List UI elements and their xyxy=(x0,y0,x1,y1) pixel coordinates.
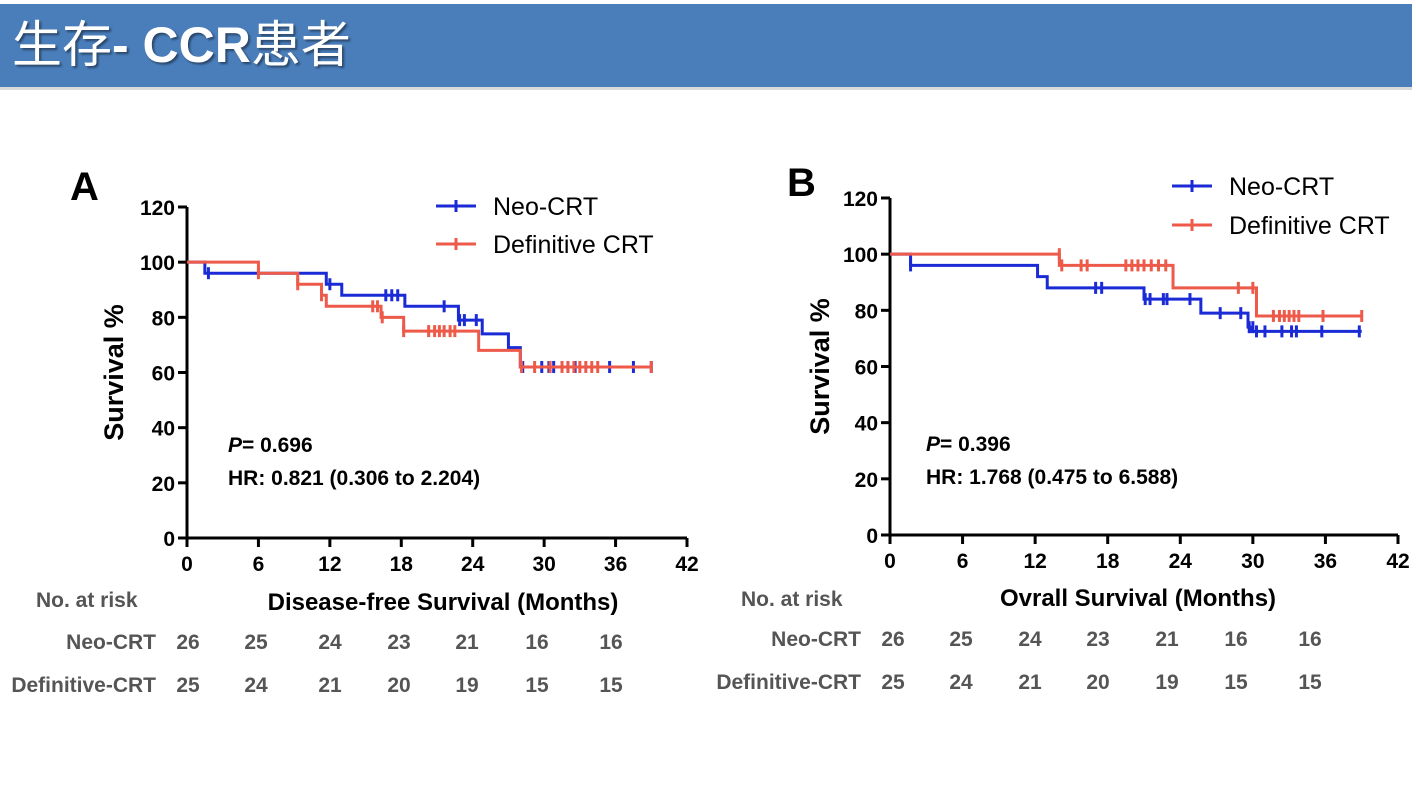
y-axis-label: Survival % xyxy=(805,298,835,435)
y-tick-label: 20 xyxy=(855,469,878,492)
slide-title-en: CCR xyxy=(142,17,251,73)
p-label: P xyxy=(926,433,941,456)
y-tick-label: 0 xyxy=(163,528,175,551)
km-chart-panel-a: A 0 20 40 60 80 100 120 0 6 12 18 24 30 36 42 Survival %… xyxy=(11,165,698,697)
y-tick-label: 60 xyxy=(855,357,878,380)
x-tick-label: 12 xyxy=(318,553,341,576)
x-axis-label: Ovrall Survival (Months) xyxy=(1000,585,1276,612)
series-0 xyxy=(187,260,653,373)
p-value: = 0.396 xyxy=(940,433,1011,456)
risk-cell: 21 xyxy=(455,631,479,654)
risk-cell: 23 xyxy=(1086,628,1109,651)
p-value-text: P= 0.696 xyxy=(228,434,313,457)
risk-cell: 19 xyxy=(1155,671,1178,694)
legend-label: Neo-CRT xyxy=(493,193,598,221)
series-0 xyxy=(890,252,1362,338)
x-tick-label: 0 xyxy=(884,550,896,573)
risk-cell: 15 xyxy=(1298,671,1322,694)
panel-label: B xyxy=(787,161,816,205)
x-tick-label: 6 xyxy=(957,550,969,573)
risk-cell: 16 xyxy=(1224,628,1247,651)
slide-title-bar: 生存- CCR患者 xyxy=(0,4,1412,90)
risk-cell: 21 xyxy=(1018,671,1042,694)
hazard-ratio-text: HR: 0.821 (0.306 to 2.204) xyxy=(228,467,480,490)
risk-cell: 21 xyxy=(1155,628,1179,651)
risk-cell: 15 xyxy=(525,674,549,697)
slide-title-cn-1: 生存 xyxy=(12,16,112,74)
risk-cell: 16 xyxy=(1298,628,1321,651)
risk-row-label: Neo-CRT xyxy=(771,628,861,651)
hazard-ratio-text: HR: 1.768 (0.475 to 6.588) xyxy=(926,466,1178,489)
survival-curve xyxy=(187,260,652,369)
series-1 xyxy=(187,260,653,373)
x-tick-label: 42 xyxy=(675,553,698,576)
risk-cell: 20 xyxy=(387,674,410,697)
risk-cell: 24 xyxy=(1018,628,1042,651)
y-tick-label: 80 xyxy=(855,300,878,323)
risk-table-title: No. at risk xyxy=(36,589,138,612)
risk-cell: 15 xyxy=(599,674,623,697)
x-tick-label: 30 xyxy=(1241,550,1264,573)
x-tick-label: 42 xyxy=(1386,550,1409,573)
risk-row-label: Neo-CRT xyxy=(66,631,156,654)
x-tick-label: 30 xyxy=(532,553,555,576)
y-tick-label: 20 xyxy=(152,473,175,496)
y-tick-label: 120 xyxy=(843,188,878,211)
y-tick-label: 80 xyxy=(152,307,175,330)
panel-label: A xyxy=(70,165,99,209)
risk-cell: 26 xyxy=(176,631,199,654)
risk-cell: 15 xyxy=(1224,671,1248,694)
risk-cell: 23 xyxy=(387,631,410,654)
legend-label: Definitive CRT xyxy=(493,231,654,259)
km-chart-panel-b: B 0 20 40 60 80 100 120 0 6 12 18 24 30 36 42 Survival %… xyxy=(716,161,1409,694)
risk-cell: 20 xyxy=(1086,671,1109,694)
y-tick-label: 0 xyxy=(866,525,878,548)
x-tick-label: 36 xyxy=(1314,550,1337,573)
x-tick-label: 12 xyxy=(1023,550,1046,573)
x-tick-label: 0 xyxy=(181,553,193,576)
x-tick-label: 36 xyxy=(604,553,627,576)
y-tick-label: 40 xyxy=(855,413,878,436)
p-value: = 0.696 xyxy=(242,434,313,457)
slide-title-sep: - xyxy=(112,17,143,73)
legend-label: Neo-CRT xyxy=(1229,173,1334,201)
survival-curve xyxy=(187,260,652,369)
risk-cell: 16 xyxy=(599,631,622,654)
x-tick-label: 18 xyxy=(390,553,414,576)
x-tick-label: 18 xyxy=(1096,550,1120,573)
risk-table-title: No. at risk xyxy=(741,588,843,611)
risk-cell: 19 xyxy=(455,674,478,697)
x-tick-label: 24 xyxy=(461,553,485,576)
y-axis-label: Survival % xyxy=(99,304,129,441)
risk-cell: 24 xyxy=(318,631,342,654)
y-tick-label: 60 xyxy=(152,363,175,386)
series-1 xyxy=(890,248,1364,322)
risk-cell: 25 xyxy=(881,671,905,694)
y-tick-label: 100 xyxy=(140,252,175,275)
risk-cell: 24 xyxy=(949,671,973,694)
y-tick-label: 40 xyxy=(152,418,175,441)
x-axis-label: Disease-free Survival (Months) xyxy=(268,589,619,616)
x-tick-label: 6 xyxy=(253,553,265,576)
risk-cell: 25 xyxy=(244,631,268,654)
slide-title: 生存- CCR患者 xyxy=(12,14,351,76)
risk-cell: 25 xyxy=(949,628,973,651)
risk-cell: 21 xyxy=(318,674,342,697)
legend-label: Definitive CRT xyxy=(1229,212,1390,240)
p-label: P xyxy=(228,434,243,457)
risk-cell: 24 xyxy=(244,674,268,697)
y-tick-label: 100 xyxy=(843,244,878,267)
risk-row-label: Definitive-CRT xyxy=(716,671,861,694)
risk-cell: 25 xyxy=(176,674,200,697)
p-value-text: P= 0.396 xyxy=(926,433,1011,456)
x-tick-label: 24 xyxy=(1169,550,1193,573)
risk-row-label: Definitive-CRT xyxy=(11,674,156,697)
slide-title-cn-2: 患者 xyxy=(250,16,351,74)
risk-cell: 16 xyxy=(525,631,548,654)
y-tick-label: 120 xyxy=(140,197,175,220)
risk-cell: 26 xyxy=(881,628,904,651)
